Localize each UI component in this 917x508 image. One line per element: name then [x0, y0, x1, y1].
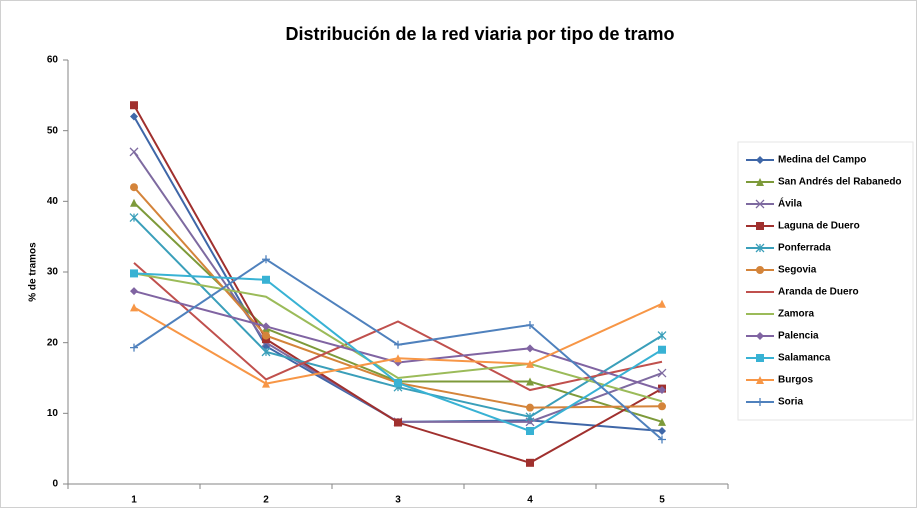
data-point	[130, 183, 138, 192]
data-point	[130, 112, 138, 121]
y-tick-label: 10	[47, 408, 59, 419]
data-point	[394, 340, 402, 349]
y-tick-label: 30	[47, 267, 59, 278]
data-point	[129, 213, 139, 223]
legend-marker	[755, 199, 765, 209]
data-point	[262, 331, 270, 340]
data-point	[262, 255, 270, 264]
data-point	[526, 403, 534, 412]
data-point	[129, 147, 139, 157]
data-point	[130, 269, 138, 278]
data-point	[130, 101, 138, 110]
data-point	[658, 427, 666, 435]
data-point	[526, 321, 534, 329]
legend-marker	[756, 398, 764, 406]
data-point	[130, 343, 138, 352]
data-point	[262, 322, 270, 331]
data-point	[526, 359, 534, 368]
x-tick-label: 2	[263, 495, 269, 506]
legend-label: Segovia	[778, 265, 817, 276]
data-point	[394, 378, 402, 387]
data-point	[526, 377, 534, 386]
y-tick-label: 20	[47, 337, 59, 348]
legend-label: Laguna de Duero	[778, 221, 860, 232]
data-point	[262, 275, 270, 284]
data-point	[658, 435, 666, 444]
data-point	[394, 418, 402, 427]
legend-label: Palencia	[778, 331, 819, 342]
legend-marker	[756, 354, 764, 362]
data-point	[658, 386, 666, 395]
y-axis-label: % de tramos	[28, 242, 39, 302]
data-point	[658, 299, 666, 308]
legend-label: Burgos	[778, 375, 813, 386]
data-point	[657, 368, 667, 378]
legend-marker	[756, 156, 764, 164]
data-point	[658, 402, 666, 411]
y-tick-label: 60	[47, 55, 59, 66]
legend-marker	[756, 222, 764, 230]
x-tick-label: 5	[659, 495, 665, 506]
y-tick-label: 40	[47, 196, 59, 207]
data-point	[130, 287, 138, 296]
data-point	[526, 458, 534, 467]
legend-label: Soria	[778, 397, 803, 408]
y-tick-label: 50	[47, 125, 59, 136]
legend-label: Ávila	[778, 197, 802, 210]
legend-marker	[756, 376, 764, 384]
data-point	[261, 347, 271, 357]
data-point	[658, 345, 666, 354]
x-tick-label: 1	[131, 495, 137, 506]
legend-label: Medina del Campo	[778, 155, 866, 166]
y-tick-label: 0	[52, 479, 58, 490]
data-point	[526, 344, 534, 353]
legend-marker	[756, 178, 764, 186]
data-point	[658, 417, 666, 426]
data-point	[394, 354, 402, 363]
legend-marker	[756, 266, 764, 274]
legend-label: Zamora	[778, 309, 815, 320]
legend-marker	[755, 243, 765, 253]
legend-label: Aranda de Duero	[778, 287, 859, 298]
data-point	[525, 412, 535, 422]
data-point	[262, 379, 270, 388]
legend-label: Salamanca	[778, 353, 831, 364]
legend-label: San Andrés del Rabanedo	[778, 177, 902, 188]
legend-box	[737, 141, 914, 421]
series-line	[133, 262, 663, 392]
x-tick-label: 3	[395, 495, 401, 506]
data-point	[526, 427, 534, 435]
data-point	[657, 331, 667, 341]
data-point	[130, 198, 138, 207]
legend-label: Ponferrada	[778, 243, 831, 254]
legend-marker	[756, 332, 764, 340]
x-tick-label: 4	[527, 495, 533, 506]
data-point	[130, 303, 138, 312]
chart-title: Distribución de la red viaria por tipo d…	[285, 24, 674, 44]
